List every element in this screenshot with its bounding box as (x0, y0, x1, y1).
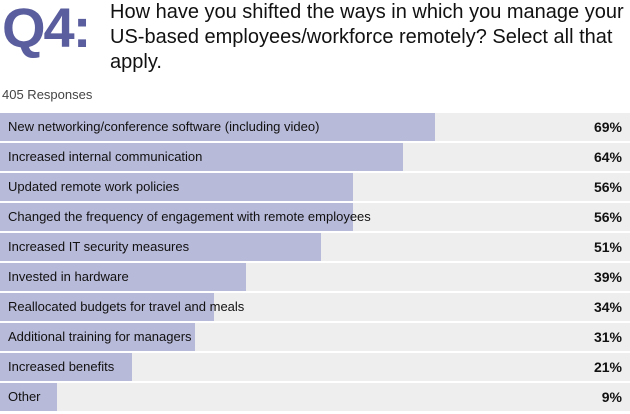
bar (0, 203, 353, 231)
bar-row: Invested in hardware 39% (0, 263, 630, 291)
bar-row: New networking/conference software (incl… (0, 113, 630, 141)
question-text: How have you shifted the ways in which y… (110, 1, 624, 73)
bar-label: Additional training for managers (8, 329, 192, 344)
bar-row: Updated remote work policies 56% (0, 173, 630, 201)
bar-value-label: 56% (593, 179, 622, 195)
bar-row: Additional training for managers 31% (0, 323, 630, 351)
bar-row: Changed the frequency of engagement with… (0, 203, 630, 231)
bar-value-label: 51% (593, 239, 622, 255)
bar-value-label: 9% (601, 389, 622, 405)
bar (0, 173, 353, 201)
bar-label: Increased internal communication (8, 149, 203, 164)
bar (0, 233, 322, 261)
bar-label: Updated remote work policies (8, 179, 180, 194)
responses-count: 405 Responses (2, 87, 93, 102)
bar (0, 323, 196, 351)
bar-value-label: 64% (593, 149, 622, 165)
bar (0, 293, 215, 321)
bar-value-label: 21% (593, 359, 622, 375)
bar-row: Increased IT security measures 51% (0, 233, 630, 261)
bar-label: Invested in hardware (8, 269, 129, 284)
bar-label: Reallocated budgets for travel and meals (8, 299, 245, 314)
bar (0, 263, 246, 291)
bar-value-label: 31% (593, 329, 622, 345)
bar-value-label: 56% (593, 209, 622, 225)
question-number: Q4: (2, 0, 91, 59)
bar-label: Changed the frequency of engagement with… (8, 209, 371, 224)
bar-label: Other (8, 389, 41, 404)
bar (0, 113, 435, 141)
bar-value-label: 69% (593, 119, 622, 135)
bar-label: New networking/conference software (incl… (8, 119, 320, 134)
bar-value-label: 34% (593, 299, 622, 315)
bar-value-label: 39% (593, 269, 622, 285)
bar-row: Reallocated budgets for travel and meals… (0, 293, 630, 321)
chart-header: Q4: How have you shifted the ways in whi… (0, 0, 630, 80)
bar (0, 143, 404, 171)
bar (0, 353, 133, 381)
bar (0, 383, 57, 411)
bar-row: Increased benefits 21% (0, 353, 630, 381)
bar-label: Increased IT security measures (8, 239, 190, 254)
bar-row: Other 9% (0, 383, 630, 411)
bar-label: Increased benefits (8, 359, 115, 374)
bar-row: Increased internal communication 64% (0, 143, 630, 171)
